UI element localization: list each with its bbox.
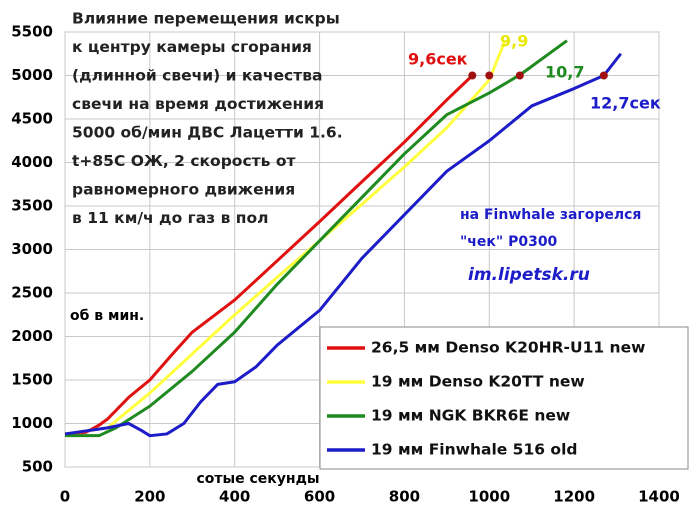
chart-title: Влияние перемещения искры [72, 10, 340, 28]
x-tick-label: 600 [304, 488, 335, 506]
y-axis-label: об в мин. [70, 308, 144, 324]
legend-label: 19 мм Denso K20TT new [371, 373, 585, 391]
marker-point [515, 71, 524, 80]
annotation: 9,6сек [408, 50, 468, 69]
chart-title: 5000 об/мин ДВС Лацетти 1.6. [72, 124, 343, 142]
marker-point [485, 71, 494, 80]
y-tick-label: 500 [22, 458, 53, 476]
y-tick-label: 4000 [11, 153, 53, 171]
data-line [64, 52, 622, 438]
chart-title: t+85C ОЖ, 2 скорость от [72, 152, 295, 170]
annotation: "чек" P0300 [460, 234, 558, 250]
annotation: 10,7 [545, 63, 584, 82]
y-tick-label: 5000 [11, 66, 53, 84]
data-line [64, 40, 507, 436]
annotation: im.lipetsk.ru [468, 265, 590, 285]
x-tick-label: 1000 [468, 488, 510, 506]
y-tick-label: 3500 [11, 197, 53, 215]
x-tick-label: 0 [60, 488, 70, 506]
legend-box [319, 326, 689, 470]
legend-label: 26,5 мм Denso K20HR-U11 new [371, 339, 645, 357]
chart-title: равномерного движения [72, 181, 295, 199]
y-tick-label: 5500 [11, 23, 53, 41]
x-tick-label: 1400 [638, 488, 680, 506]
marker-point [468, 71, 477, 80]
chart-title: свечи на время достижения [72, 95, 324, 113]
x-axis-label: сотые секунды [196, 471, 319, 487]
x-tick-label: 1200 [553, 488, 595, 506]
annotation: 9,9 [500, 32, 528, 51]
x-tick-label: 800 [389, 488, 420, 506]
chart-title: в 11 км/ч до газ в пол [72, 209, 269, 227]
legend-label: 19 мм NGK BKR6E new [371, 407, 570, 425]
data-line [64, 74, 474, 436]
y-tick-label: 1500 [11, 371, 53, 389]
x-tick-label: 400 [219, 488, 250, 506]
y-tick-label: 4500 [11, 110, 53, 128]
legend-label: 19 мм Finwhale 516 old [371, 441, 577, 459]
x-tick-label: 200 [134, 488, 165, 506]
chart-title: (длинной свечи) и качества [72, 67, 322, 85]
y-tick-label: 2500 [11, 284, 53, 302]
marker-point [599, 71, 608, 80]
chart-title: к центру камеры сгорания [72, 38, 312, 56]
y-tick-label: 1000 [11, 414, 53, 432]
annotation: на Finwhale загорелся [460, 207, 641, 223]
annotation: 12,7сек [590, 94, 661, 113]
y-tick-label: 3000 [11, 240, 53, 258]
y-tick-label: 2000 [11, 327, 53, 345]
